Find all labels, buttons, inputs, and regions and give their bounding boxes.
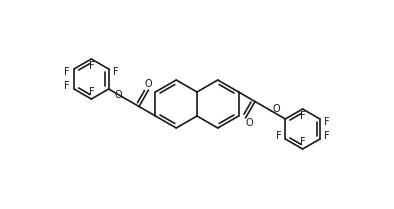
- Text: F: F: [324, 131, 330, 141]
- Text: O: O: [246, 118, 253, 128]
- Text: O: O: [115, 90, 122, 100]
- Text: F: F: [89, 87, 94, 97]
- Text: F: F: [64, 67, 70, 77]
- Text: F: F: [113, 67, 119, 77]
- Text: O: O: [145, 79, 152, 89]
- Text: F: F: [89, 61, 94, 71]
- Text: O: O: [273, 104, 280, 114]
- Text: F: F: [64, 81, 70, 91]
- Text: F: F: [300, 111, 305, 121]
- Text: F: F: [324, 117, 330, 127]
- Text: F: F: [275, 131, 281, 141]
- Text: F: F: [300, 137, 305, 147]
